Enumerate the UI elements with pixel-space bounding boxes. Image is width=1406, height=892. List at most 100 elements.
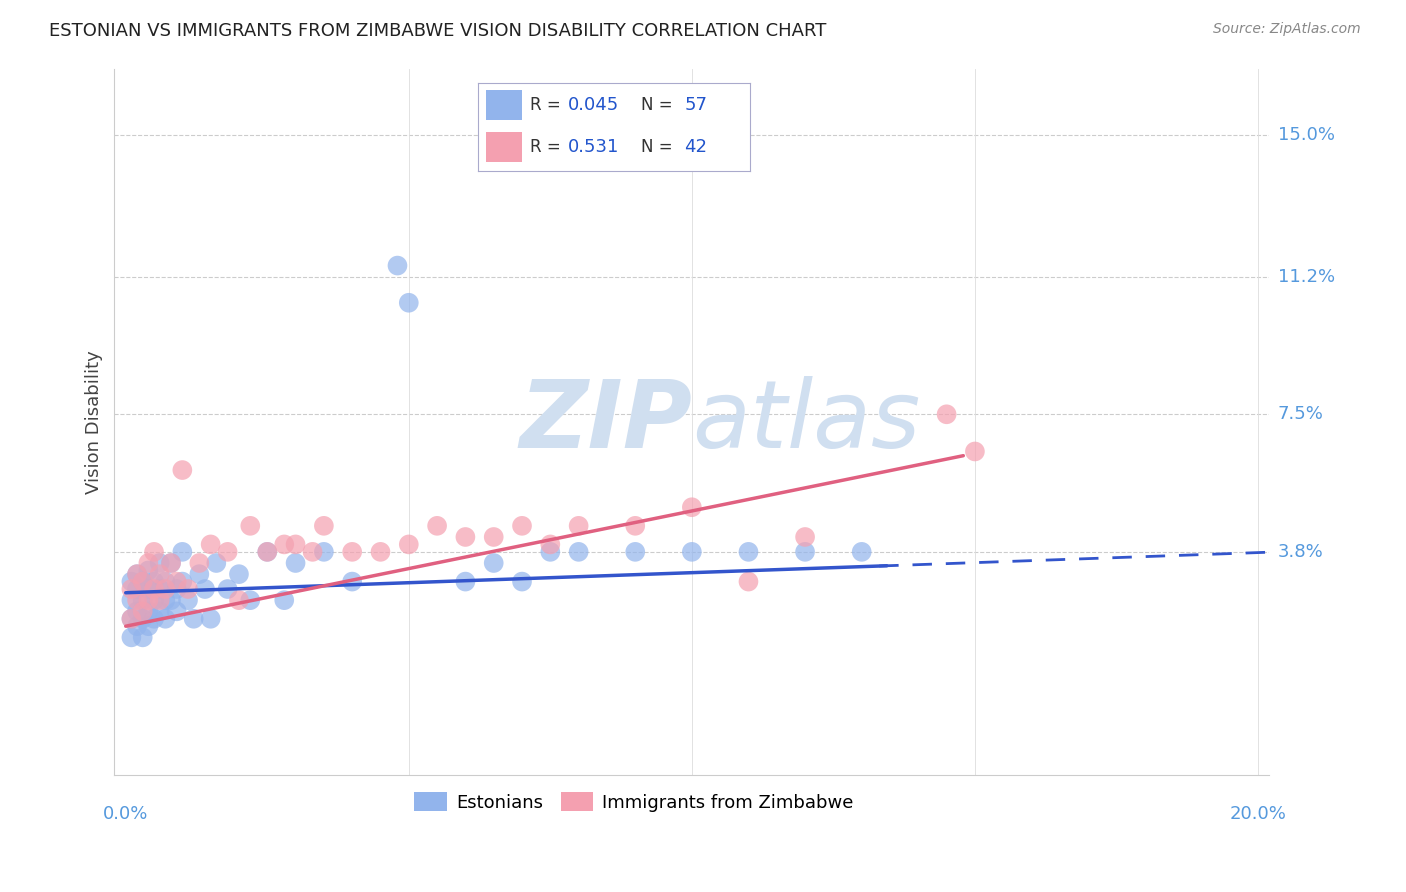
Legend: Estonians, Immigrants from Zimbabwe: Estonians, Immigrants from Zimbabwe bbox=[408, 785, 860, 819]
Point bbox=[205, 556, 228, 570]
Y-axis label: Vision Disability: Vision Disability bbox=[86, 350, 103, 493]
Point bbox=[172, 545, 194, 559]
Point bbox=[256, 545, 278, 559]
Point bbox=[340, 574, 363, 589]
Point bbox=[482, 530, 505, 544]
Point bbox=[737, 574, 759, 589]
Point bbox=[125, 567, 148, 582]
Point bbox=[188, 556, 211, 570]
Point bbox=[125, 582, 148, 596]
Point bbox=[624, 545, 647, 559]
Text: 7.5%: 7.5% bbox=[1278, 405, 1323, 424]
Point bbox=[568, 545, 591, 559]
Point bbox=[125, 619, 148, 633]
Point bbox=[143, 545, 166, 559]
Point bbox=[398, 537, 420, 551]
Text: Source: ZipAtlas.com: Source: ZipAtlas.com bbox=[1213, 22, 1361, 37]
Point bbox=[132, 604, 155, 618]
Point bbox=[228, 593, 250, 607]
Text: 15.0%: 15.0% bbox=[1278, 127, 1334, 145]
Point bbox=[132, 593, 155, 607]
Text: 0.0%: 0.0% bbox=[103, 805, 149, 823]
Point bbox=[340, 545, 363, 559]
Point bbox=[149, 604, 172, 618]
Point bbox=[172, 463, 194, 477]
Point bbox=[149, 582, 172, 596]
Point bbox=[256, 545, 278, 559]
Point bbox=[120, 574, 142, 589]
Point bbox=[132, 574, 155, 589]
Point bbox=[273, 593, 295, 607]
Point bbox=[166, 582, 188, 596]
Point bbox=[301, 545, 323, 559]
Point bbox=[217, 582, 239, 596]
Point bbox=[149, 593, 172, 607]
Point bbox=[312, 518, 335, 533]
Point bbox=[963, 444, 986, 458]
Point bbox=[681, 545, 703, 559]
Point bbox=[132, 612, 155, 626]
Point bbox=[120, 612, 142, 626]
Point bbox=[120, 582, 142, 596]
Point bbox=[160, 556, 183, 570]
Point bbox=[138, 564, 160, 578]
Point bbox=[125, 593, 148, 607]
Point bbox=[851, 545, 873, 559]
Point bbox=[143, 582, 166, 596]
Point bbox=[200, 612, 222, 626]
Point bbox=[624, 518, 647, 533]
Point bbox=[183, 612, 205, 626]
Point bbox=[143, 593, 166, 607]
Point bbox=[143, 612, 166, 626]
Point bbox=[166, 604, 188, 618]
Text: 3.8%: 3.8% bbox=[1278, 543, 1323, 561]
Point bbox=[155, 593, 177, 607]
Point bbox=[737, 545, 759, 559]
Point bbox=[454, 574, 477, 589]
Point bbox=[172, 574, 194, 589]
Point bbox=[149, 567, 172, 582]
Point bbox=[312, 545, 335, 559]
Point bbox=[177, 582, 200, 596]
Point bbox=[239, 518, 262, 533]
Point bbox=[143, 574, 166, 589]
Point bbox=[510, 574, 533, 589]
Point bbox=[120, 593, 142, 607]
Point bbox=[138, 604, 160, 618]
Point bbox=[155, 574, 177, 589]
Point bbox=[239, 593, 262, 607]
Text: ZIP: ZIP bbox=[519, 376, 692, 467]
Point bbox=[454, 530, 477, 544]
Point bbox=[398, 295, 420, 310]
Point bbox=[794, 545, 817, 559]
Point bbox=[120, 631, 142, 645]
Point bbox=[228, 567, 250, 582]
Point bbox=[188, 567, 211, 582]
Point bbox=[132, 631, 155, 645]
Point bbox=[138, 556, 160, 570]
Point bbox=[155, 582, 177, 596]
Point bbox=[273, 537, 295, 551]
Point bbox=[426, 518, 449, 533]
Point bbox=[120, 612, 142, 626]
Point bbox=[194, 582, 217, 596]
Point bbox=[149, 556, 172, 570]
Point bbox=[155, 612, 177, 626]
Point bbox=[217, 545, 239, 559]
Point bbox=[794, 530, 817, 544]
Text: 11.2%: 11.2% bbox=[1278, 268, 1334, 285]
Point bbox=[177, 593, 200, 607]
Point bbox=[538, 545, 561, 559]
Point bbox=[935, 407, 957, 421]
Point bbox=[160, 593, 183, 607]
Point bbox=[200, 537, 222, 551]
Text: atlas: atlas bbox=[692, 376, 920, 467]
Text: ESTONIAN VS IMMIGRANTS FROM ZIMBABWE VISION DISABILITY CORRELATION CHART: ESTONIAN VS IMMIGRANTS FROM ZIMBABWE VIS… bbox=[49, 22, 827, 40]
Point bbox=[568, 518, 591, 533]
Point bbox=[160, 556, 183, 570]
Point bbox=[510, 518, 533, 533]
Point bbox=[125, 604, 148, 618]
Point bbox=[284, 556, 307, 570]
Point bbox=[138, 593, 160, 607]
Point bbox=[387, 259, 409, 273]
